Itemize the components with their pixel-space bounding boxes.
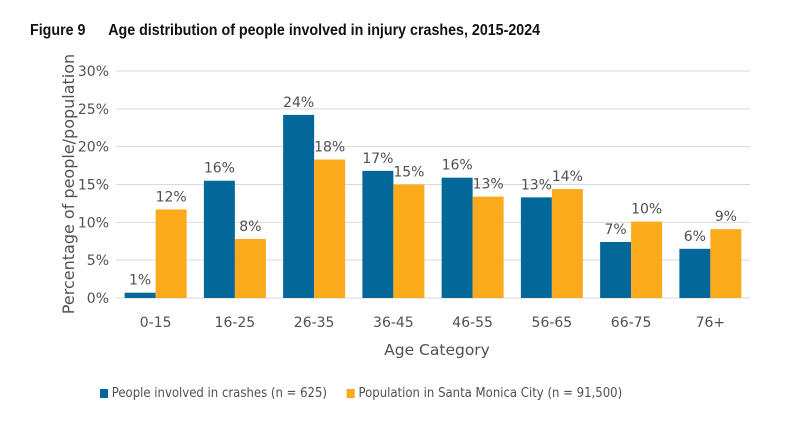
data-label-population: 9% [715, 209, 737, 225]
bar-crashes [124, 292, 156, 298]
bar-crashes [679, 248, 711, 298]
y-tick-label: 0% [87, 291, 109, 307]
bar-population [631, 221, 663, 298]
figure-number: Figure 9 [30, 22, 86, 39]
data-label-population: 10% [631, 202, 662, 218]
data-label-crashes: 24% [283, 95, 314, 111]
x-tick-label: 36-45 [373, 315, 414, 331]
x-tick-label: 66-75 [611, 315, 652, 331]
x-tick-label: 16-25 [215, 315, 256, 331]
bar-population [234, 238, 266, 298]
data-label-crashes: 16% [204, 161, 235, 177]
legend-swatch-crashes [100, 389, 109, 398]
x-tick-label: 56-65 [532, 315, 573, 331]
bar-population [551, 189, 583, 298]
x-tick-label: 26-35 [294, 315, 335, 331]
figure-title-text: Age distribution of people involved in i… [108, 22, 541, 39]
data-label-population: 15% [393, 165, 424, 181]
figure-title: Figure 9 Age distribution of people invol… [30, 22, 540, 40]
bar-crashes [520, 197, 552, 298]
y-tick-label: 30% [78, 64, 109, 80]
bar-crashes [362, 170, 394, 298]
bar-population [472, 196, 504, 298]
bar-population [314, 159, 346, 298]
y-tick-label: 5% [87, 253, 109, 269]
legend-label-population: Population in Santa Monica City (n = 91,… [358, 386, 623, 401]
data-labels: 1%12%16%8%24%18%17%15% 16%13% 13%14%7%10%6… [129, 95, 737, 289]
bar-population [155, 209, 187, 298]
x-tick-label: 0-15 [140, 315, 172, 331]
bar-crashes [283, 114, 315, 299]
y-tick-label: 20% [78, 140, 109, 156]
data-label-population: 13% [473, 177, 504, 193]
bar-crashes [600, 242, 632, 298]
x-tick-label: 46-55 [452, 315, 493, 331]
data-label-crashes: 16% [442, 158, 473, 174]
legend-swatch-population [346, 389, 355, 398]
legend-item-crashes: People involved in crashes (n = 625) [100, 386, 327, 401]
data-label-crashes: 1% [129, 273, 151, 289]
bar-crashes [441, 177, 473, 298]
y-axis-label: Percentage of people/population [59, 54, 78, 314]
legend: People involved in crashes (n = 625) Pop… [100, 386, 622, 401]
data-label-population: 8% [239, 219, 261, 235]
data-label-crashes: 17% [362, 151, 393, 167]
y-tick-label: 10% [78, 215, 109, 231]
x-axis-ticks: 0-15 16-25 26-35 36-45 46-55 56-65 66-75 76+ [140, 315, 725, 331]
data-label-crashes: 7% [605, 222, 627, 238]
x-tick-label: 76+ [696, 315, 726, 331]
data-label-population: 14% [552, 169, 583, 185]
data-label-crashes: 6% [684, 229, 706, 245]
data-label-population: 18% [314, 140, 345, 156]
y-tick-label: 25% [78, 102, 109, 118]
bars [124, 114, 742, 299]
y-tick-label: 15% [78, 178, 109, 194]
bar-population [710, 229, 742, 298]
x-axis-label: Age Category [384, 341, 490, 359]
legend-item-population: Population in Santa Monica City (n = 91,… [346, 386, 623, 401]
bar-population [393, 184, 425, 298]
y-axis-ticks: 0% 5% 10% 15% 20% 25% 30% [78, 64, 109, 307]
data-label-crashes: 13% [521, 177, 552, 193]
data-label-population: 12% [156, 189, 187, 205]
bar-crashes [203, 180, 235, 298]
legend-label-crashes: People involved in crashes (n = 625) [111, 386, 327, 401]
